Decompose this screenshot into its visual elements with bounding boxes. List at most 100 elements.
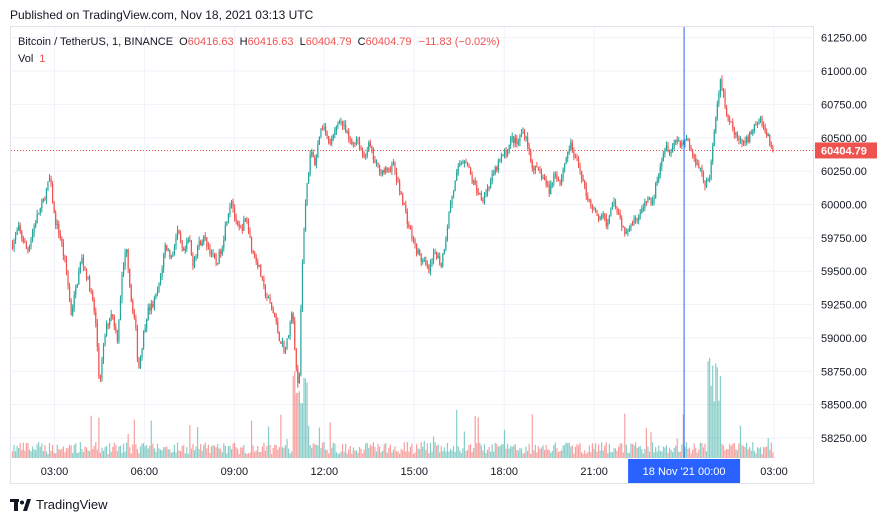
candle-body: [582, 178, 584, 181]
chart-overlay: 60404.79 18 Nov '21 00:00: [11, 27, 877, 483]
volume-bar: [448, 451, 450, 458]
volume-bar: [107, 453, 109, 458]
candle-body: [742, 140, 745, 144]
volume-bar: [380, 452, 382, 458]
volume-bar: [355, 450, 358, 458]
candle-body: [92, 292, 94, 300]
volume-bar: [230, 449, 233, 458]
candle-body: [543, 177, 546, 181]
candle-body: [724, 93, 726, 107]
volume-bar: [493, 451, 495, 458]
volume-bar: [42, 451, 44, 458]
volume-bar: [422, 446, 424, 458]
volume-bar: [713, 401, 715, 458]
volume-bar: [405, 451, 407, 458]
volume-bar: [667, 452, 669, 458]
tradingview-branding[interactable]: TradingView: [10, 497, 108, 512]
volume-bar: [391, 452, 393, 458]
symbol-legend: Bitcoin / TetherUS, 1, BINANCE O60416.63…: [18, 36, 500, 48]
candle-body: [209, 246, 211, 254]
volume-bar: [133, 419, 135, 458]
candle-body: [223, 239, 225, 249]
candle-body: [354, 143, 356, 145]
volume-bar: [591, 443, 594, 458]
candle-body: [719, 79, 722, 94]
candle-body: [477, 192, 479, 194]
candle-body: [641, 209, 643, 214]
volume-bar: [281, 447, 284, 458]
volume-bar: [554, 442, 556, 458]
volume-bar: [513, 445, 515, 458]
volume-bar: [729, 443, 731, 458]
candle-body: [365, 155, 367, 157]
volume-bar: [661, 451, 663, 458]
candle-body: [176, 229, 179, 238]
volume-bar: [750, 450, 752, 458]
volume-bar: [164, 447, 166, 458]
volume-bar: [328, 453, 330, 458]
volume-bar: [78, 452, 80, 458]
candle-body: [417, 250, 419, 254]
candle-body: [25, 242, 27, 249]
candle-body: [628, 228, 631, 231]
volume-bar: [113, 442, 115, 458]
volume-bar: [84, 446, 86, 458]
volume-bar: [499, 445, 501, 458]
candle-body: [343, 124, 345, 126]
volume-bar: [429, 442, 432, 458]
candle-body: [619, 213, 621, 219]
candle-body: [79, 262, 81, 272]
candle-body: [207, 245, 209, 247]
volume-bar: [298, 391, 300, 458]
candle-body: [497, 161, 499, 171]
volume-bar: [610, 451, 612, 458]
candle-body: [739, 138, 742, 140]
candle-body: [113, 316, 115, 327]
volume-bar: [266, 445, 268, 458]
candle-body: [665, 145, 668, 151]
candle-body: [375, 162, 378, 164]
candle-body: [624, 227, 626, 234]
candle-body: [303, 231, 305, 264]
volume-bar: [215, 447, 217, 458]
candle-body: [382, 170, 384, 174]
volume-bar: [698, 449, 700, 458]
candle-body: [227, 213, 230, 222]
volume-bar: [449, 449, 452, 458]
volume-bar: [196, 427, 199, 458]
volume-bar: [436, 445, 438, 458]
candle-body: [73, 295, 75, 308]
volume-bar: [425, 450, 427, 458]
volume-bar: [122, 443, 125, 458]
candle-body: [221, 248, 223, 254]
candle-body: [741, 138, 743, 144]
candle-body: [772, 146, 774, 152]
volume-bar: [92, 449, 94, 458]
volume-bar: [490, 451, 492, 458]
volume-bar: [176, 442, 179, 458]
volume-bar: [332, 442, 334, 458]
candle-body: [721, 79, 723, 91]
volume-bar: [690, 453, 692, 458]
volume-bar: [147, 448, 149, 458]
volume-bar: [142, 443, 145, 458]
volume-bar: [653, 452, 655, 458]
candle-body: [308, 172, 310, 184]
candle-body: [647, 197, 649, 203]
volume-bar: [93, 446, 95, 458]
candle-body: [662, 154, 664, 161]
candle-body: [506, 152, 509, 156]
candle-body: [250, 237, 253, 251]
candle-body: [329, 142, 331, 144]
candle-body: [488, 187, 490, 188]
volume-bar: [446, 442, 449, 458]
candle-body: [658, 174, 660, 181]
candle-body: [237, 221, 239, 225]
candle-body: [571, 142, 573, 150]
chart-area[interactable]: [10, 26, 814, 484]
volume-bar: [368, 448, 370, 458]
volume-bar: [485, 452, 487, 458]
candle-body: [213, 253, 216, 258]
candle-body: [704, 180, 706, 187]
